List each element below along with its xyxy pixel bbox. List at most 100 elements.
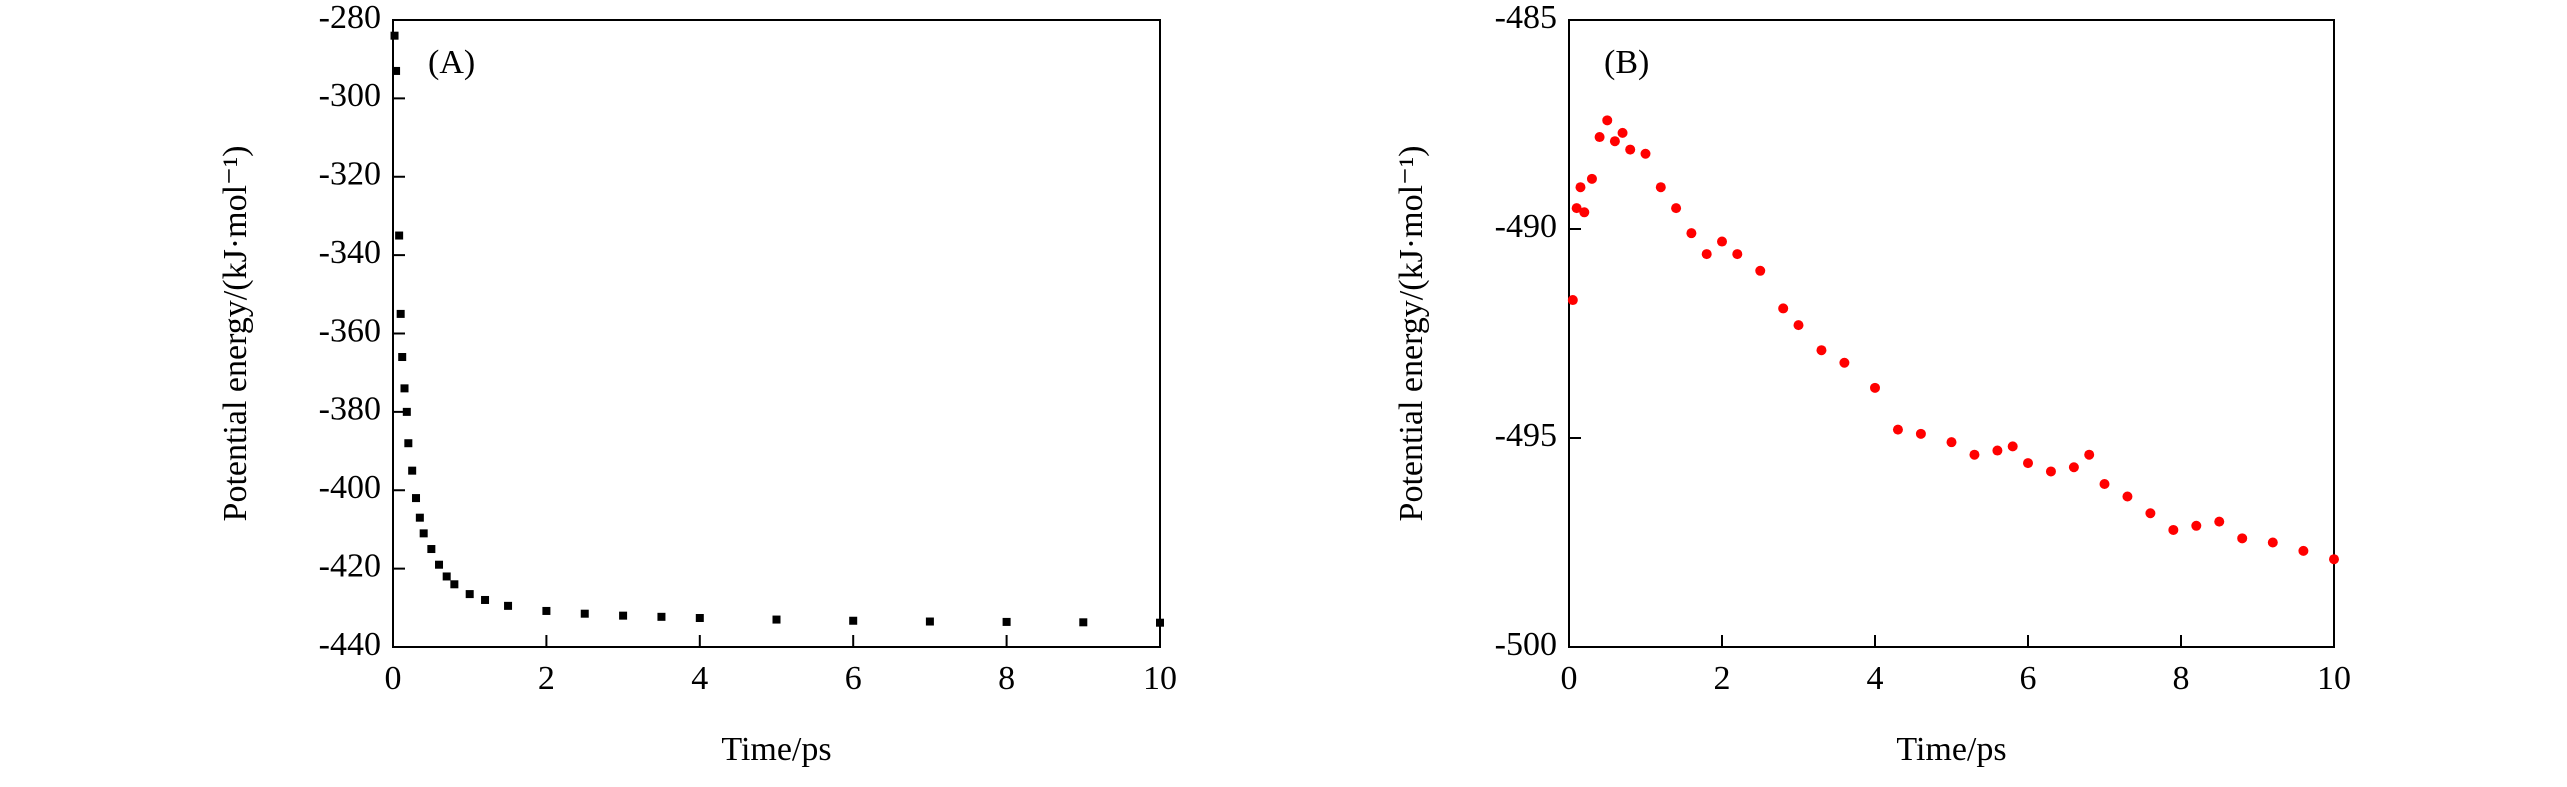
point (1594, 132, 1605, 143)
y-tick-label: -300 (319, 77, 381, 114)
y-tick-label: -490 (1495, 208, 1557, 245)
point (1655, 182, 1666, 193)
point (1609, 136, 1620, 147)
point (1778, 303, 1789, 314)
point (504, 601, 513, 610)
point (435, 560, 444, 569)
point (2045, 466, 2056, 477)
x-tick-label: 10 (2317, 660, 2351, 697)
point (1602, 115, 1613, 126)
point (408, 466, 417, 475)
point (2122, 491, 2133, 502)
point (2068, 462, 2079, 473)
x-axis-label: Time/ps (721, 731, 831, 768)
point (2214, 516, 2225, 527)
point (400, 384, 409, 393)
point (619, 611, 628, 620)
point (396, 309, 405, 318)
y-tick-label: -360 (319, 312, 381, 349)
point (2237, 533, 2248, 544)
y-tick-label: -340 (319, 234, 381, 271)
point (1969, 449, 1980, 460)
point (1946, 437, 1957, 448)
point (1717, 236, 1727, 247)
x-tick-label: 0 (385, 660, 402, 697)
x-tick-label: 6 (845, 660, 862, 697)
point (402, 407, 411, 416)
point (1079, 618, 1088, 627)
y-tick-label: -400 (319, 469, 381, 506)
x-tick-label: 0 (1561, 660, 1578, 697)
point (2329, 554, 2339, 565)
point (1625, 144, 1636, 155)
point (419, 529, 428, 538)
point (1892, 424, 1903, 435)
point (1732, 249, 1743, 260)
point (392, 66, 401, 75)
point (1156, 618, 1164, 627)
y-tick-label: -495 (1495, 417, 1557, 454)
point (412, 494, 421, 503)
point (1579, 207, 1590, 218)
point (849, 616, 858, 625)
point (1870, 382, 1880, 393)
y-tick-label: -280 (319, 0, 381, 36)
point (395, 231, 404, 240)
plot-frame (392, 19, 1161, 648)
point (542, 606, 551, 615)
y-axis-label: Potential energy/(kJ·mol⁻¹) (217, 146, 254, 522)
point (925, 617, 934, 626)
x-tick-label: 10 (1143, 660, 1177, 697)
point (1575, 182, 1586, 193)
point (1671, 203, 1682, 214)
point (1701, 249, 1712, 260)
y-axis-label: Potential energy/(kJ·mol⁻¹) (1393, 146, 1430, 522)
point (450, 580, 459, 589)
point (580, 609, 589, 618)
point (1586, 173, 1597, 184)
plot-frame (1568, 19, 2335, 648)
point (2023, 458, 2033, 469)
point (1002, 617, 1011, 626)
point (481, 595, 490, 604)
point (1793, 320, 1804, 331)
panel-label: (A) (428, 44, 475, 81)
point (398, 353, 407, 362)
point (404, 439, 413, 448)
x-tick-label: 8 (998, 660, 1015, 697)
point (1686, 228, 1697, 239)
y-tick-label: -320 (319, 156, 381, 193)
point (695, 614, 704, 623)
point (1839, 357, 1850, 368)
y-tick-label: -485 (1495, 0, 1557, 36)
point (657, 612, 666, 621)
x-axis-label: Time/ps (1896, 731, 2006, 768)
x-tick-label: 2 (538, 660, 555, 697)
x-tick-label: 2 (1714, 660, 1731, 697)
x-tick-label: 6 (2020, 660, 2037, 697)
y-tick-label: -440 (319, 626, 381, 663)
y-tick-label: -420 (319, 547, 381, 584)
point (2084, 449, 2095, 460)
point (1755, 265, 1766, 276)
point (1617, 127, 1628, 138)
point (1567, 295, 1578, 306)
point (1571, 203, 1582, 214)
y-tick-label: -380 (319, 391, 381, 428)
point (1816, 345, 1827, 356)
panel-label: (B) (1604, 44, 1649, 81)
point (772, 615, 781, 624)
point (1915, 428, 1926, 439)
point (2007, 441, 2018, 452)
point (427, 545, 436, 554)
point (2145, 508, 2156, 519)
point (465, 590, 474, 599)
point (415, 513, 424, 522)
y-tick-label: -500 (1495, 626, 1557, 663)
x-tick-label: 4 (1867, 660, 1884, 697)
point (1992, 445, 2003, 456)
point (442, 572, 451, 581)
point (2191, 520, 2202, 531)
x-tick-label: 8 (2173, 660, 2190, 697)
